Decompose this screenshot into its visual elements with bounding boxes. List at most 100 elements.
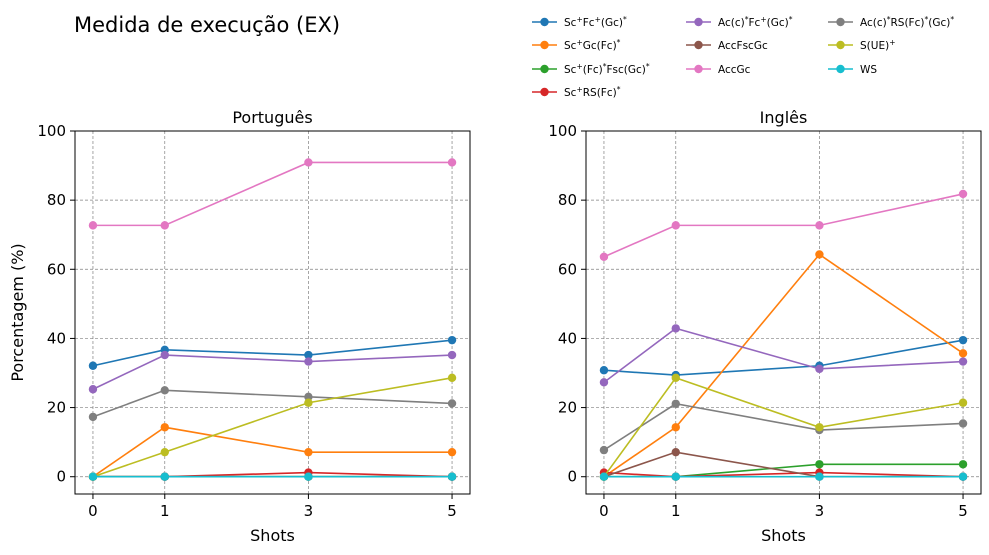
legend-entry: Sc+(Fc)*Fsc(Gc)* [532, 62, 650, 77]
legend-marker [540, 87, 549, 97]
y-tick-label: 60 [558, 260, 577, 278]
data-point [815, 221, 824, 230]
legend-marker [694, 17, 703, 27]
data-point [160, 472, 169, 481]
x-tick-label: 1 [671, 502, 681, 520]
data-point [671, 221, 680, 230]
legend-marker [694, 64, 703, 74]
x-tick-label: 1 [160, 502, 170, 520]
y-tick-label: 0 [56, 468, 66, 486]
data-point [599, 252, 609, 262]
data-point [160, 447, 169, 457]
data-point [447, 350, 457, 360]
data-point [671, 447, 680, 457]
series-line [603, 471, 964, 478]
legend-label: AccFscGc [718, 40, 768, 52]
data-point [447, 373, 457, 383]
data-point [304, 158, 313, 167]
data-point [671, 423, 680, 432]
legend-entry: Sc+Fc+(Gc)* [532, 15, 627, 29]
legend-entry: Sc+RS(Fc)* [532, 85, 621, 99]
data-point [88, 361, 98, 370]
legend-marker [836, 64, 845, 74]
plot-frame [585, 130, 982, 495]
data-point [304, 350, 313, 360]
legend-marker [540, 64, 549, 74]
y-tick-label: 40 [558, 329, 577, 347]
data-point [958, 189, 968, 199]
y-tick-label: 80 [47, 191, 66, 209]
data-point [815, 250, 824, 259]
data-point [160, 423, 169, 432]
x-tick-label: 5 [447, 502, 457, 520]
data-point [671, 324, 680, 333]
series-line [92, 389, 453, 418]
y-tick-label: 20 [47, 399, 66, 417]
x-tick-label: 0 [599, 502, 609, 520]
chart-panels: 0 1 3 5 0 20 40 60 80 100 Português Shots Porcentage… [8, 108, 982, 545]
y-tick-label: 60 [47, 260, 66, 278]
data-point [447, 447, 457, 457]
legend-label: Sc+(Fc)*Fsc(Gc)* [564, 62, 650, 77]
legend-entry: Ac(c)*RS(Fc)*(Gc)* [828, 15, 954, 29]
panel-title: Português [232, 108, 312, 127]
data-point [88, 472, 98, 481]
series-line [603, 253, 964, 478]
data-point [599, 366, 609, 375]
series-line [603, 376, 964, 478]
data-point [304, 398, 313, 407]
legend-marker [540, 40, 549, 50]
legend-marker [836, 17, 845, 27]
data-point [88, 385, 98, 394]
data-point [304, 392, 313, 402]
legend-marker [540, 17, 549, 27]
data-point [599, 445, 609, 455]
data-point [671, 399, 680, 408]
data-point [88, 221, 98, 230]
legend-entry: WS [828, 64, 877, 76]
x-axis-label: Shots [250, 526, 295, 545]
data-point [160, 386, 169, 395]
data-point [958, 349, 968, 358]
y-tick-label: 40 [47, 329, 66, 347]
y-tick-label: 20 [558, 399, 577, 417]
data-point [447, 158, 457, 167]
data-point [815, 364, 824, 374]
data-point [671, 373, 680, 383]
x-axis-label: Shots [761, 526, 806, 545]
data-point [958, 335, 968, 345]
data-point [447, 399, 457, 408]
series-line [92, 339, 453, 367]
data-point [958, 460, 968, 469]
x-tick-label: 3 [815, 502, 825, 520]
legend-entry: S(UE)+ [828, 38, 895, 52]
y-axis-label: Porcentagem (%) [8, 243, 27, 381]
legend-entry: AccGc [686, 64, 751, 76]
panel-0: 0 1 3 5 0 20 40 60 80 100 Português Shots Porcentage… [8, 108, 471, 545]
panel-title: Inglês [760, 108, 808, 127]
data-point [958, 357, 968, 366]
x-tick-label: 0 [88, 502, 98, 520]
y-tick-label: 80 [558, 191, 577, 209]
series-line [603, 193, 964, 258]
chart-title: Medida de execução (EX) [74, 13, 340, 37]
x-tick-label: 5 [958, 502, 968, 520]
data-point [815, 472, 824, 481]
data-point [304, 357, 313, 366]
x-tick-label: 3 [304, 502, 314, 520]
data-point [599, 472, 609, 481]
data-point [447, 472, 457, 481]
data-point [304, 472, 313, 481]
series-line [603, 402, 964, 451]
data-point [88, 412, 98, 422]
data-point [815, 460, 824, 469]
data-point [958, 472, 968, 481]
y-tick-label: 100 [548, 122, 577, 140]
series-line [92, 354, 453, 390]
data-point [304, 447, 313, 457]
data-point [447, 335, 457, 345]
data-point [160, 221, 169, 230]
data-point [160, 350, 169, 360]
legend-label: Sc+Gc(Fc)* [564, 38, 621, 53]
